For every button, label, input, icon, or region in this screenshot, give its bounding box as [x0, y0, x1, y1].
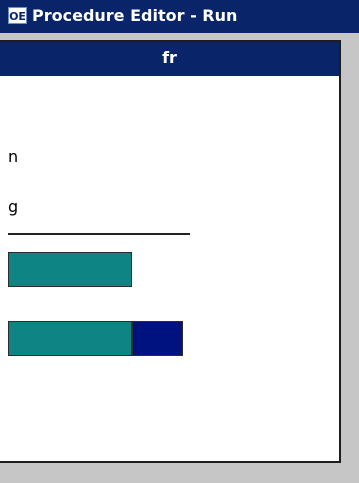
app-icon: OE	[8, 7, 27, 24]
panel-header-label: fr	[162, 48, 177, 67]
window-bottom-strip	[0, 463, 359, 483]
progress-bar-fill-teal	[8, 252, 132, 287]
progress-bar-fill-navy	[132, 321, 183, 356]
progress-bar-track	[0, 252, 191, 287]
panel-divider	[8, 233, 190, 235]
window-title: Procedure Editor - Run	[32, 6, 238, 25]
progress-bar-fill-teal	[8, 321, 132, 356]
panel-header: fr	[0, 42, 339, 76]
procedure-panel: fr n g	[0, 40, 341, 463]
panel-row-label: n	[8, 147, 19, 166]
title-bar[interactable]: OE Procedure Editor - Run	[0, 0, 359, 33]
progress-bar-track	[0, 321, 191, 356]
panel-row-label: g	[8, 197, 19, 216]
